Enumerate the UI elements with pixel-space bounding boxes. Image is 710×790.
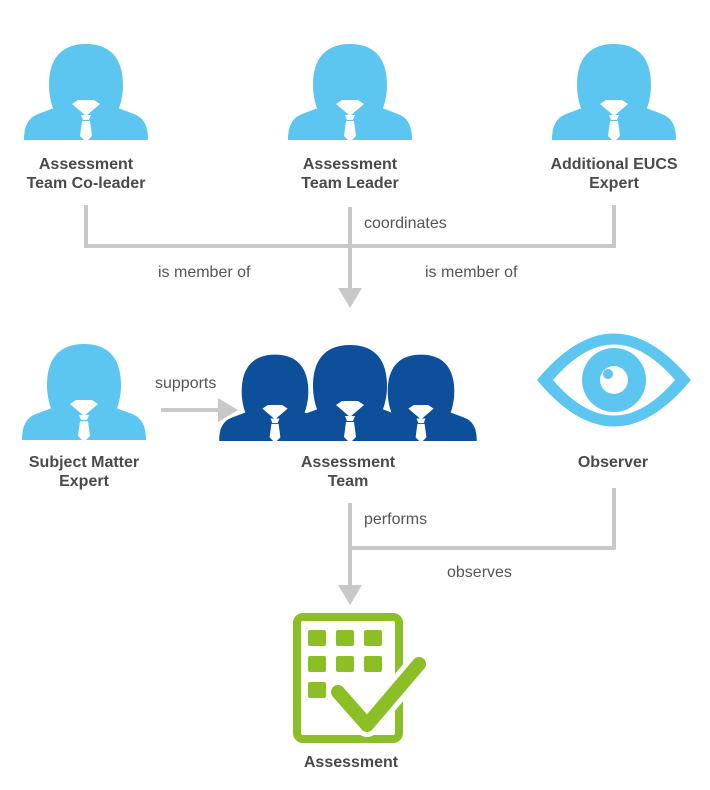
edge-label-observes: observes — [447, 564, 512, 581]
connector-co-leader — [84, 205, 350, 248]
co-leader-label-line1: Assessment — [38, 156, 134, 173]
co-leader-label: Assessment Team Co-leader — [0, 155, 181, 193]
eucs-expert-person-icon — [552, 44, 676, 142]
connector-observer — [350, 488, 616, 550]
connector-eucs-expert — [350, 205, 616, 248]
connectors — [84, 205, 616, 590]
arrow-into-team — [338, 288, 362, 308]
assessment-label-line1: Assessment — [303, 754, 399, 771]
observer-label: Observer — [518, 453, 708, 472]
team-label-line2: Team — [327, 473, 369, 490]
co-leader-label-line2: Team Co-leader — [26, 175, 146, 192]
leader-label: Assessment Team Leader — [255, 155, 445, 193]
leader-label-line1: Assessment — [302, 156, 398, 173]
leader-person-icon — [288, 44, 412, 142]
observer-label-line1: Observer — [577, 454, 649, 471]
team-label: Assessment Team — [253, 453, 443, 491]
sme-label-line2: Expert — [59, 473, 109, 490]
eucs-expert-label: Additional EUCS Expert — [519, 155, 709, 193]
assessment-label: Assessment — [256, 753, 446, 772]
co-leader-person-icon — [24, 44, 148, 142]
team-label-line1: Assessment — [300, 454, 396, 471]
edge-label-member-left: is member of — [158, 264, 251, 281]
leader-label-line2: Team Leader — [301, 175, 399, 192]
edge-label-coordinates: coordinates — [364, 215, 447, 232]
edge-label-performs: performs — [364, 511, 428, 528]
eye-icon — [537, 333, 691, 427]
arrow-sme-to-team — [218, 398, 238, 422]
edge-label-member-right: is member of — [425, 264, 518, 281]
sme-label-line1: Subject Matter — [28, 454, 140, 471]
eucs-expert-label-line1: Additional EUCS — [550, 156, 678, 173]
edge-label-supports: supports — [155, 375, 217, 392]
arrowheads — [218, 288, 362, 605]
sme-label: Subject Matter Expert — [0, 453, 179, 491]
team-icon — [219, 345, 477, 443]
eucs-expert-label-line2: Expert — [589, 175, 639, 192]
sme-person-icon — [22, 344, 146, 442]
checklist-icon — [293, 613, 431, 743]
arrow-into-assessment — [338, 585, 362, 605]
